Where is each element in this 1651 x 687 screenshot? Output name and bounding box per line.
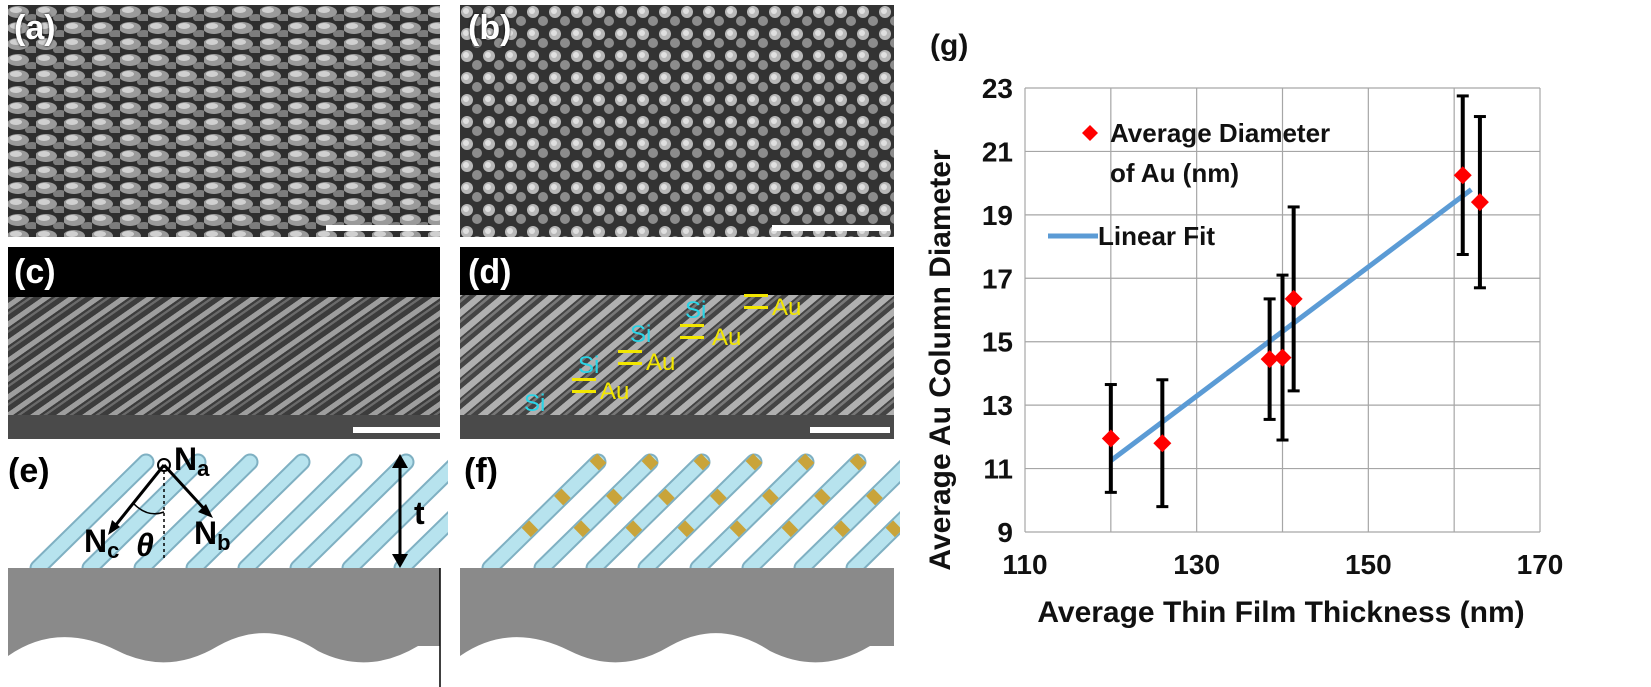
y-tick-label: 11 [983,454,1013,485]
au-band [658,488,675,506]
au-band [814,488,831,506]
panel-f-schematic: (f) [460,446,900,687]
layer-si-label-2: Si [578,352,600,379]
schematic-f [460,453,900,687]
data-point [1453,166,1472,185]
legend-label-fit: Linear Fit [1098,221,1215,251]
x-tick-label: 170 [1517,549,1564,580]
label-nc: Nc [84,523,119,563]
panel-label-c: (c) [14,253,56,291]
panel-c-sem-image: (c) [8,247,440,439]
schematic-e: Na Nb Nc θ t [8,446,448,687]
y-tick-label: 23 [982,73,1013,104]
chart-panel-label: (g) [930,29,968,62]
au-band [849,453,867,471]
tilted-rods-e [29,453,448,577]
legend-marker-diamond [1082,125,1098,141]
au-band [625,520,643,538]
au-band [554,488,571,506]
x-axis-title: Average Thin Film Thickness (nm) [1037,596,1524,629]
y-tick-label: 13 [982,390,1013,421]
au-band [745,453,763,471]
sem-texture-d [460,295,894,439]
y-tick-label: 9 [997,517,1013,548]
x-tick-label: 150 [1345,549,1392,580]
tilted-rods-f [481,453,900,577]
layer-au-label-2: Au [646,349,676,376]
panel-label-d: (d) [468,253,512,291]
sem-texture-a [8,5,440,237]
au-band [641,453,659,471]
scale-bar-d [810,427,890,433]
panel-g-chart: (g) 9 11 13 15 17 19 21 23 110 130 150 170 Average … [905,0,1651,687]
data-point [1273,348,1292,367]
data-point [1101,429,1120,448]
au-band [589,453,607,471]
au-band [866,488,883,506]
panel-label-e: (e) [8,452,50,490]
panel-label-b: (b) [468,9,512,47]
legend: Average Diameter of Au (nm) Linear Fit [1048,118,1330,251]
scale-bar-b [772,225,890,231]
nb-arrow [162,463,210,515]
au-band [606,488,623,506]
y-tick-label: 21 [982,136,1013,167]
y-tick-label: 19 [982,200,1013,231]
au-band [573,520,591,538]
layer-au-label-4: Au [772,294,802,321]
au-band [693,453,711,471]
panel-b-sem-image: (b) [460,5,894,237]
au-band [677,520,695,538]
layer-bracket-3 [680,324,704,339]
scale-bar-c [353,427,440,433]
layer-si-label-1: Si [524,390,546,417]
y-tick-label: 17 [982,263,1013,294]
label-theta: θ [136,527,154,563]
nc-arrow [109,464,166,532]
au-band [885,520,900,538]
au-band [797,453,815,471]
au-band [762,488,779,506]
substrate-wave-e [8,633,440,687]
au-band [833,520,851,538]
panel-a-sem-image: (a) [8,5,440,237]
linear-fit-line [1109,187,1473,463]
x-tick-label: 130 [1173,549,1220,580]
data-point [1153,434,1172,453]
y-axis-title: Average Au Column Diameter [924,149,957,571]
sem-texture-b [460,5,894,237]
substrate-wave-f [460,633,894,687]
layer-bracket-1 [572,378,596,393]
panel-d-sem-image: (d) Si Au Si Au Si Au Si Au [460,247,894,439]
label-nb: Nb [194,515,231,555]
au-band [781,520,799,538]
layer-bracket-4 [744,294,768,309]
label-thickness: t [414,495,425,531]
data-point [1260,350,1279,369]
au-band [729,520,747,538]
panel-label-a: (a) [14,9,56,47]
x-tick-label: 110 [1002,549,1047,580]
sem-texture-c [8,297,440,439]
layer-au-label-1: Au [600,378,630,405]
layer-bracket-2 [618,350,642,365]
data-point [1470,193,1489,212]
panel-e-schematic: Na Nb Nc θ t (e) [8,446,448,687]
scale-bar-a [326,225,440,231]
panel-label-f: (f) [464,452,498,490]
chart-svg: (g) 9 11 13 15 17 19 21 23 110 130 150 170 Average … [924,29,1564,629]
layer-au-label-3: Au [712,324,742,351]
y-tick-label: 15 [982,327,1013,358]
au-band [521,520,539,538]
legend-label-average-line2: of Au (nm) [1110,158,1239,188]
legend-label-average-line1: Average Diameter [1110,118,1330,148]
layer-si-label-4: Si [685,297,707,324]
layer-si-label-3: Si [630,321,652,348]
label-na: Na [174,446,210,481]
data-point [1284,289,1303,308]
au-band [710,488,727,506]
